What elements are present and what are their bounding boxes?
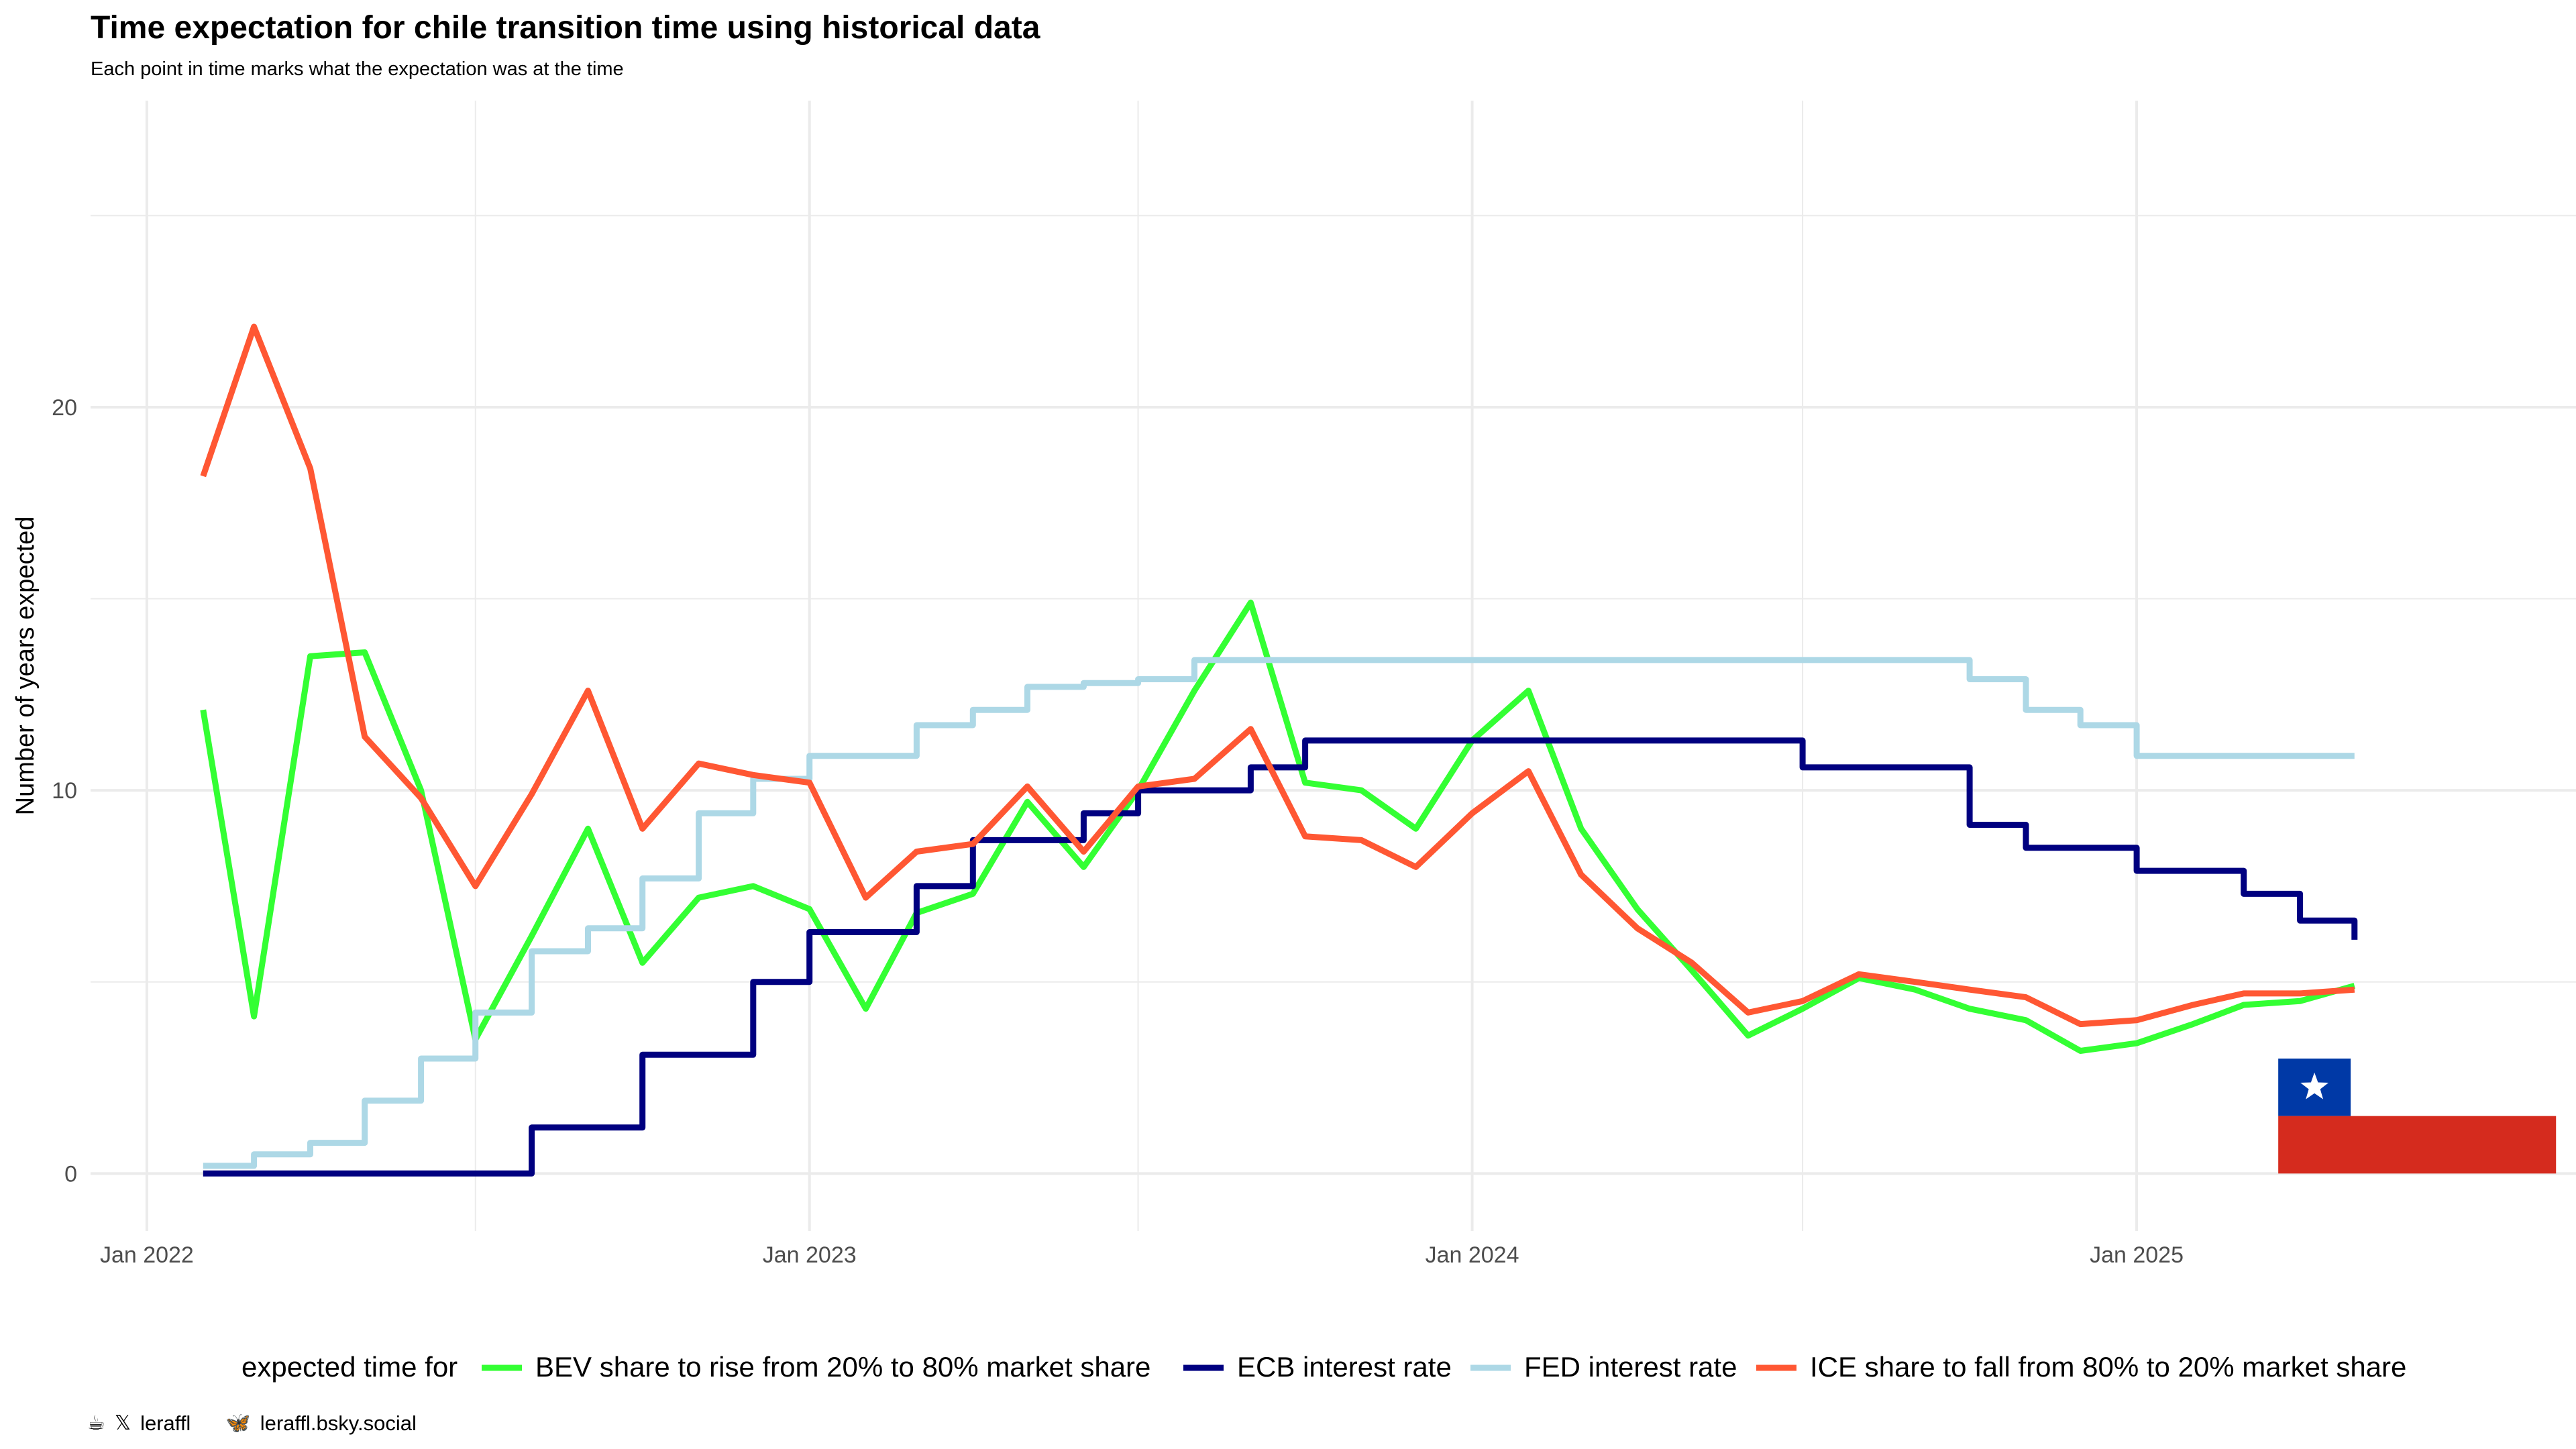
butterfly-icon: 🦋 (225, 1412, 251, 1434)
y-tick-label: 10 (52, 778, 77, 804)
y-tick-label: 0 (64, 1161, 77, 1187)
axis-layer: 0 10 20 Jan 2022 Jan 2023 Jan 2024 Jan 2025 Num… (11, 395, 2184, 1268)
footer-credits: ☕ 𝕏 leraffl 🦋 leraffl.bsky.social (87, 1411, 417, 1436)
legend-title: expected time for (241, 1351, 458, 1383)
legend-label-0: BEV share to rise from 20% to 80% market… (535, 1351, 1150, 1383)
series-line-2 (203, 657, 2355, 1169)
chart-subtitle: Each point in time marks what the expect… (91, 58, 624, 80)
cup-icon: ☕ (87, 1412, 105, 1434)
legend-label-1: ECB interest rate (1237, 1351, 1452, 1383)
series-line-3 (200, 323, 2355, 1028)
chile-flag-icon (2278, 1058, 2557, 1174)
chart-title: Time expectation for chile transition ti… (91, 10, 1040, 46)
x-tick-label: Jan 2023 (763, 1242, 857, 1268)
footer-handle: leraffl (140, 1411, 191, 1435)
footer-bsky-handle: leraffl.bsky.social (260, 1411, 417, 1435)
x-logo-icon: 𝕏 (114, 1412, 131, 1434)
legend-label-2: FED interest rate (1524, 1351, 1737, 1383)
legend-label-3: ICE share to fall from 80% to 20% market… (1810, 1351, 2406, 1383)
series-layer (200, 323, 2358, 1177)
legend: expected time for BEV share to rise from … (241, 1351, 2406, 1383)
y-tick-label: 20 (52, 395, 77, 421)
x-tick-label: Jan 2025 (2090, 1242, 2184, 1268)
series-line-0 (200, 599, 2356, 1054)
series-line-1 (203, 737, 2358, 1177)
x-tick-label: Jan 2024 (1426, 1242, 1519, 1268)
y-axis-label: Number of years expected (11, 517, 40, 816)
x-tick-label: Jan 2022 (100, 1242, 194, 1268)
